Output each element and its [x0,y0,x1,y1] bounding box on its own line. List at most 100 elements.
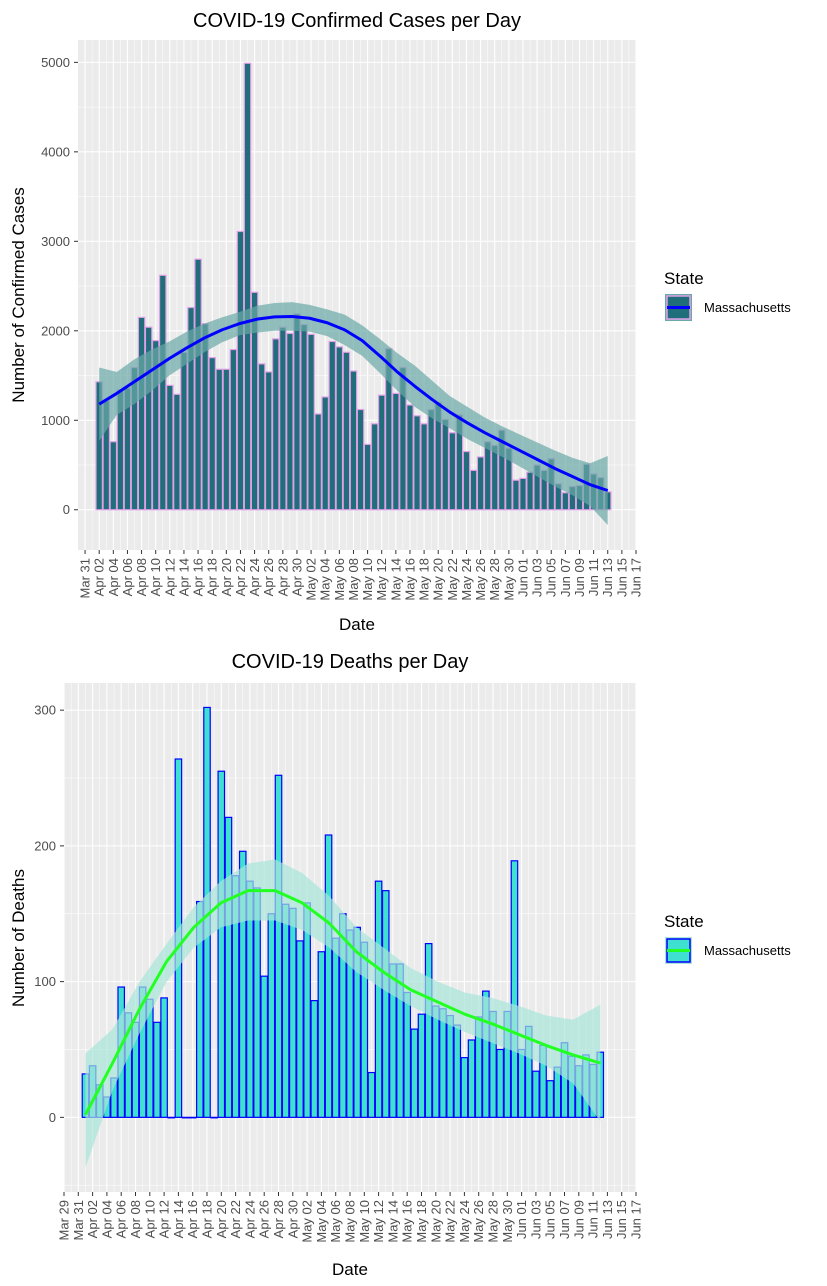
bar [279,326,287,511]
bar [546,1080,555,1118]
bar [281,903,290,1118]
legend-title: State [664,269,704,288]
bar [180,351,188,511]
x-tick-label: May 16 [402,558,417,601]
bar [267,913,276,1118]
bar [181,1116,190,1119]
bar [321,396,329,511]
bar [173,393,181,511]
bar [453,1024,462,1118]
x-tick-label: Jun 11 [586,558,601,596]
x-tick-label: May 06 [332,558,347,601]
x-tick-label: May 08 [346,558,361,601]
y-tick-label: 0 [49,1110,56,1125]
x-tick-label: May 12 [374,558,389,601]
x-tick-label: May 26 [473,558,488,601]
bar [439,1008,447,1118]
bar [482,990,490,1118]
bar [303,902,311,1118]
x-tick-label: May 08 [343,1200,358,1243]
bar [158,274,167,511]
x-tick-label: Apr 12 [162,558,177,596]
bar [257,363,266,511]
x-tick-label: May 18 [417,558,432,601]
x-tick-label: Apr 02 [85,1200,100,1238]
bar [250,291,259,511]
x-tick-label: Jun 09 [571,1200,586,1239]
bar [210,1116,218,1119]
bar [512,479,520,511]
bar [403,991,412,1118]
bar [293,313,301,511]
bar [144,326,153,511]
bar [462,450,471,511]
x-tick-label: Jun 15 [614,558,629,597]
bar [238,850,247,1118]
x-tick-label: Apr 26 [257,1200,272,1238]
y-tick-label: 5000 [41,55,70,70]
x-tick-label: Apr 16 [191,558,206,596]
x-tick-label: Mar 31 [78,558,93,598]
bar [151,340,160,511]
x-tick-label: Apr 04 [106,558,121,596]
bar [224,816,233,1118]
bar [377,394,386,511]
bar [496,1048,504,1118]
x-tick-label: May 24 [457,1200,472,1243]
bar [286,332,294,511]
x-tick-label: Jun 01 [514,1200,529,1239]
x-tick-label: Apr 14 [176,558,191,596]
x-tick-label: May 26 [471,1200,486,1243]
y-tick-label: 4000 [41,144,70,159]
bar [517,1048,526,1118]
legend-label: Massachusetts [704,300,791,315]
bar [194,258,202,511]
x-tick-label: Apr 30 [289,558,304,596]
bar [296,940,304,1118]
x-tick-label: May 02 [304,558,319,601]
x-tick-label: May 16 [400,1200,415,1243]
bar [217,770,226,1118]
smooth-trend-line [84,889,601,1116]
x-tick-label: Apr 18 [205,558,220,596]
y-tick-label: 200 [34,838,56,853]
x-tick-label: Apr 28 [271,1200,286,1238]
x-tick-label: Jun 13 [600,1200,615,1239]
y-axis-title: Number of Deaths [9,869,28,1007]
bar [243,62,252,511]
x-tick-label: May 30 [501,558,516,601]
x-tick-label: May 30 [500,1200,515,1243]
bar [420,423,428,511]
x-tick-label: May 18 [414,1200,429,1243]
bar [324,834,333,1118]
bar [467,1039,476,1118]
x-axis-title: Date [332,1260,368,1279]
bar [349,370,358,511]
bar [153,1021,161,1118]
bar [160,997,168,1118]
x-tick-label: Jun 03 [528,1200,543,1239]
x-tick-label: Apr 14 [171,1200,186,1238]
chart-title: COVID-19 Confirmed Cases per Day [193,10,521,32]
x-tick-label: May 14 [385,1200,400,1243]
bar [353,926,361,1118]
x-tick-label: Apr 18 [200,1200,215,1238]
bar [460,1057,469,1118]
x-tick-label: May 24 [459,558,474,601]
bar [448,432,457,511]
bar [166,384,174,511]
bar [300,323,308,511]
x-tick-label: Apr 24 [242,1200,257,1238]
x-tick-label: Jun 07 [558,558,573,597]
bar [356,408,365,511]
bar [553,1066,562,1118]
x-tick-label: Jun 17 [629,558,644,597]
x-tick-label: May 02 [300,1200,315,1243]
bar [392,392,400,511]
bar [427,408,435,511]
bar [264,371,273,511]
x-tick-label: May 06 [328,1200,343,1243]
x-tick-label: May 20 [428,1200,443,1243]
bar [441,418,450,511]
